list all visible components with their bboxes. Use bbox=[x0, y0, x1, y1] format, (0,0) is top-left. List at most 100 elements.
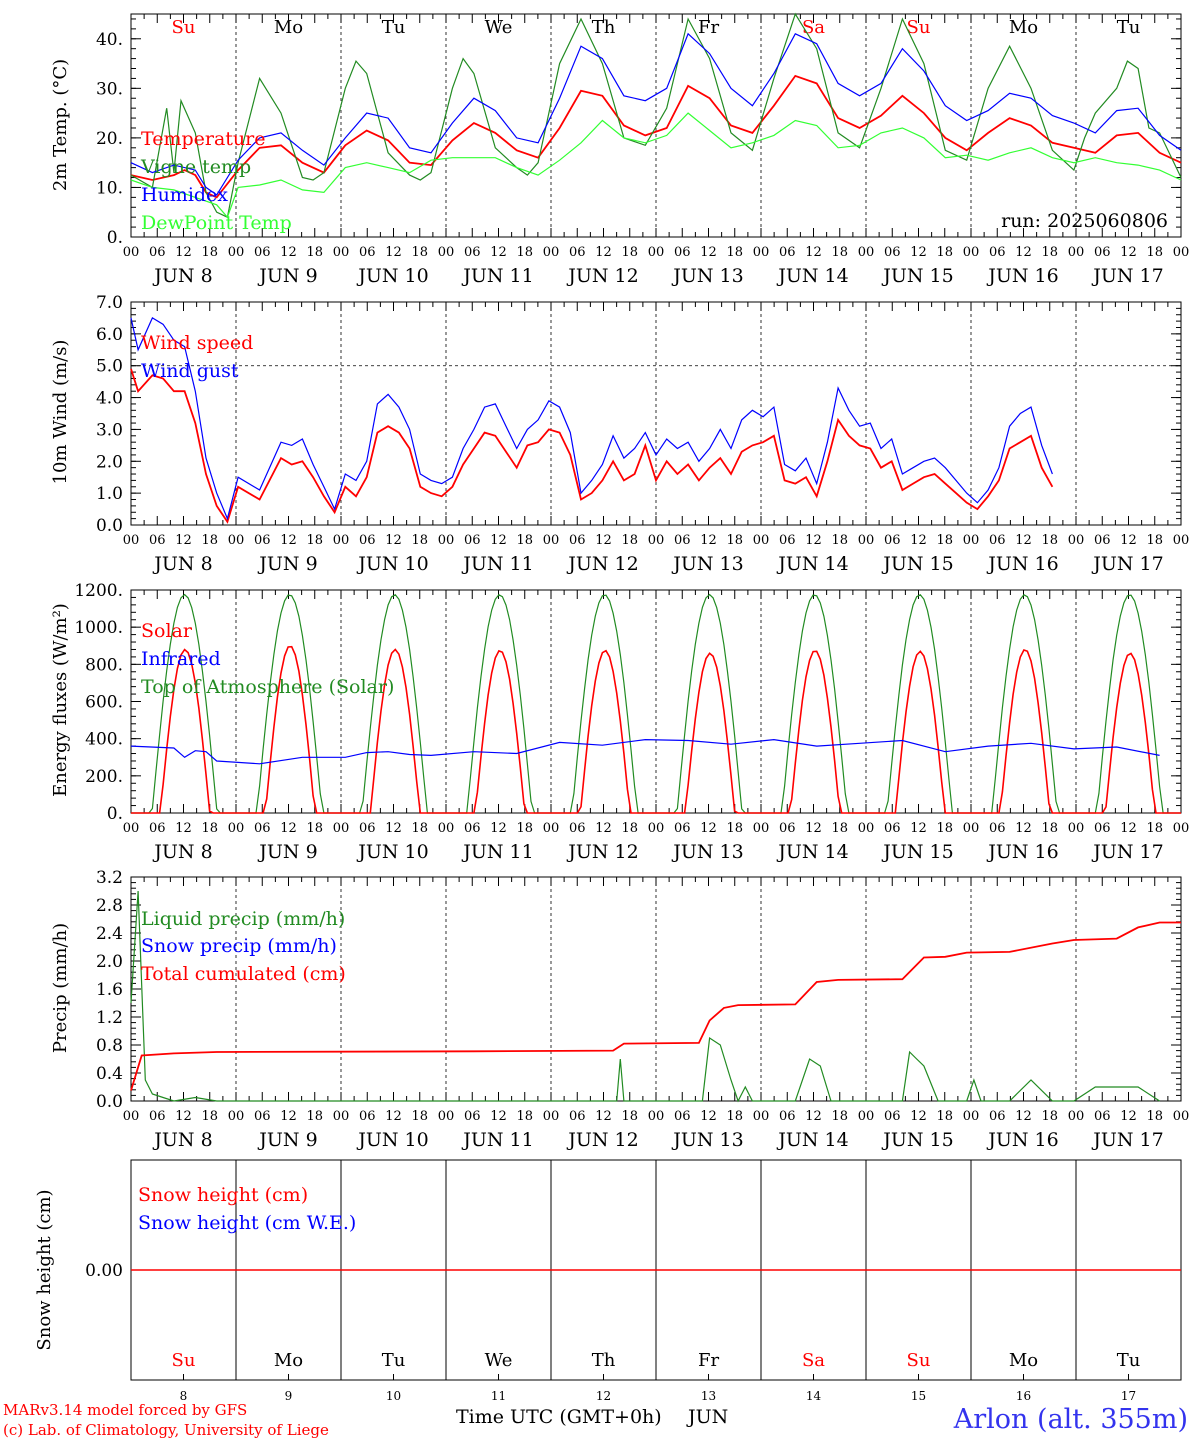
y-tick-label: 1000. bbox=[74, 618, 123, 638]
hour-tick-label: 00 bbox=[438, 821, 455, 836]
hour-tick-label: 12 bbox=[595, 821, 612, 836]
hour-tick-label: 12 bbox=[385, 245, 402, 260]
weekday-label: We bbox=[485, 1350, 513, 1371]
hour-tick-label: 00 bbox=[1173, 1109, 1190, 1124]
hour-tick-label: 00 bbox=[228, 245, 245, 260]
series-infrared bbox=[130, 738, 1160, 765]
y-tick-label: 10. bbox=[96, 178, 123, 198]
weekday-label: Su bbox=[172, 17, 196, 38]
hour-tick-label: 18 bbox=[411, 1109, 428, 1124]
y-tick-label: 2.8 bbox=[96, 896, 123, 916]
y-tick-label: 400. bbox=[85, 730, 123, 750]
x-axis-label: Time UTC (GMT+0h) bbox=[456, 1406, 662, 1428]
date-label: JUN 11 bbox=[461, 553, 533, 575]
date-label: JUN 11 bbox=[461, 265, 533, 287]
hour-tick-label: 00 bbox=[543, 1109, 560, 1124]
hour-tick-label: 18 bbox=[1041, 533, 1058, 548]
hour-tick-label: 00 bbox=[123, 821, 140, 836]
hour-tick-label: 12 bbox=[175, 821, 192, 836]
hour-tick-label: 00 bbox=[753, 821, 770, 836]
day-number-label: 12 bbox=[596, 1389, 611, 1403]
hour-tick-label: 18 bbox=[306, 821, 323, 836]
series-wind-speed bbox=[130, 368, 1054, 524]
date-label: JUN 17 bbox=[1091, 265, 1163, 287]
legend-snow-height: Snow height (cm) bbox=[138, 1184, 308, 1206]
hour-tick-label: 06 bbox=[464, 1109, 481, 1124]
y-tick-label: 0.0 bbox=[96, 1092, 123, 1112]
hour-tick-label: 18 bbox=[621, 821, 638, 836]
date-label: JUN 11 bbox=[461, 841, 533, 863]
station-label: Arlon (alt. 355m) bbox=[953, 1404, 1188, 1435]
hour-tick-label: 06 bbox=[149, 1109, 166, 1124]
hour-tick-label: 18 bbox=[306, 533, 323, 548]
precip-panel: 00 06 12 18 00 06 12 18 00 06 12 18 00 06 12 18 00 06 12 18… bbox=[96, 868, 1189, 1151]
hour-tick-label: 18 bbox=[831, 1109, 848, 1124]
date-label: JUN 12 bbox=[566, 553, 638, 575]
date-label: JUN 10 bbox=[356, 1129, 428, 1151]
date-label: JUN 9 bbox=[257, 265, 317, 287]
hour-tick-label: 18 bbox=[831, 533, 848, 548]
hour-tick-label: 06 bbox=[884, 245, 901, 260]
hour-tick-label: 18 bbox=[201, 821, 218, 836]
weekday-label: Th bbox=[592, 1350, 616, 1371]
weekday-label: Fr bbox=[698, 1350, 719, 1371]
hour-tick-label: 06 bbox=[674, 533, 691, 548]
hour-tick-label: 12 bbox=[805, 1109, 822, 1124]
day-number-label: 17 bbox=[1121, 1389, 1136, 1403]
hour-tick-label: 00 bbox=[858, 821, 875, 836]
hour-tick-label: 12 bbox=[700, 533, 717, 548]
y-tick-label: 30. bbox=[96, 79, 123, 99]
day-number-label: 11 bbox=[491, 1389, 506, 1403]
hour-tick-label: 18 bbox=[201, 245, 218, 260]
date-label: JUN 14 bbox=[776, 841, 848, 863]
hour-tick-label: 00 bbox=[858, 1109, 875, 1124]
hour-tick-label: 06 bbox=[779, 533, 796, 548]
legend-temperature: Temperature bbox=[141, 128, 265, 150]
hour-tick-label: 12 bbox=[280, 245, 297, 260]
hour-tick-label: 18 bbox=[201, 1109, 218, 1124]
y-tick-label: 1200. bbox=[74, 581, 123, 601]
date-label: JUN 14 bbox=[776, 1129, 848, 1151]
hour-tick-label: 12 bbox=[595, 1109, 612, 1124]
hour-tick-label: 18 bbox=[621, 1109, 638, 1124]
hour-tick-label: 12 bbox=[910, 245, 927, 260]
hour-tick-label: 12 bbox=[280, 821, 297, 836]
hour-tick-label: 18 bbox=[516, 821, 533, 836]
y-tick-label: 3.2 bbox=[96, 868, 123, 888]
hour-tick-label: 18 bbox=[726, 245, 743, 260]
date-label: JUN 13 bbox=[671, 841, 743, 863]
hour-tick-label: 00 bbox=[228, 1109, 245, 1124]
hour-tick-label: 06 bbox=[884, 821, 901, 836]
weekday-label: Tu bbox=[382, 1350, 406, 1371]
date-label: JUN 14 bbox=[776, 265, 848, 287]
weekday-label: Tu bbox=[1117, 17, 1141, 38]
hour-tick-label: 06 bbox=[779, 821, 796, 836]
hour-tick-label: 18 bbox=[936, 821, 953, 836]
hour-tick-label: 12 bbox=[490, 1109, 507, 1124]
date-label: JUN 13 bbox=[671, 265, 743, 287]
hour-tick-label: 00 bbox=[648, 533, 665, 548]
snow-panel: 8 9 10 11 12 13 14 15 16 17 Su Mo Tu We Th Fr Sa Su Mo Tu 0.… bbox=[85, 1159, 1182, 1403]
date-label: JUN 10 bbox=[356, 553, 428, 575]
date-label: JUN 16 bbox=[986, 841, 1058, 863]
hour-tick-label: 06 bbox=[1094, 821, 1111, 836]
hour-tick-label: 12 bbox=[175, 1109, 192, 1124]
legend-toa-solar: Top of Atmosphere (Solar) bbox=[141, 676, 394, 698]
date-label: JUN 15 bbox=[881, 265, 953, 287]
hour-tick-label: 06 bbox=[464, 533, 481, 548]
weekday-label: Mo bbox=[1009, 17, 1038, 38]
hour-tick-label: 00 bbox=[543, 533, 560, 548]
weekday-label: Mo bbox=[274, 17, 303, 38]
y-tick-label: 3.0 bbox=[96, 420, 123, 440]
run-annotation: run: 2025060806 bbox=[1001, 210, 1168, 232]
date-label: JUN 15 bbox=[881, 841, 953, 863]
hour-tick-label: 12 bbox=[1015, 245, 1032, 260]
date-label: JUN 10 bbox=[356, 265, 428, 287]
hour-tick-label: 06 bbox=[989, 245, 1006, 260]
hour-tick-label: 00 bbox=[963, 533, 980, 548]
series-liquid-precip-mm-h- bbox=[130, 890, 1160, 1103]
hour-tick-label: 12 bbox=[280, 533, 297, 548]
hour-tick-label: 18 bbox=[621, 245, 638, 260]
hour-tick-label: 00 bbox=[333, 821, 350, 836]
hour-tick-label: 18 bbox=[516, 533, 533, 548]
